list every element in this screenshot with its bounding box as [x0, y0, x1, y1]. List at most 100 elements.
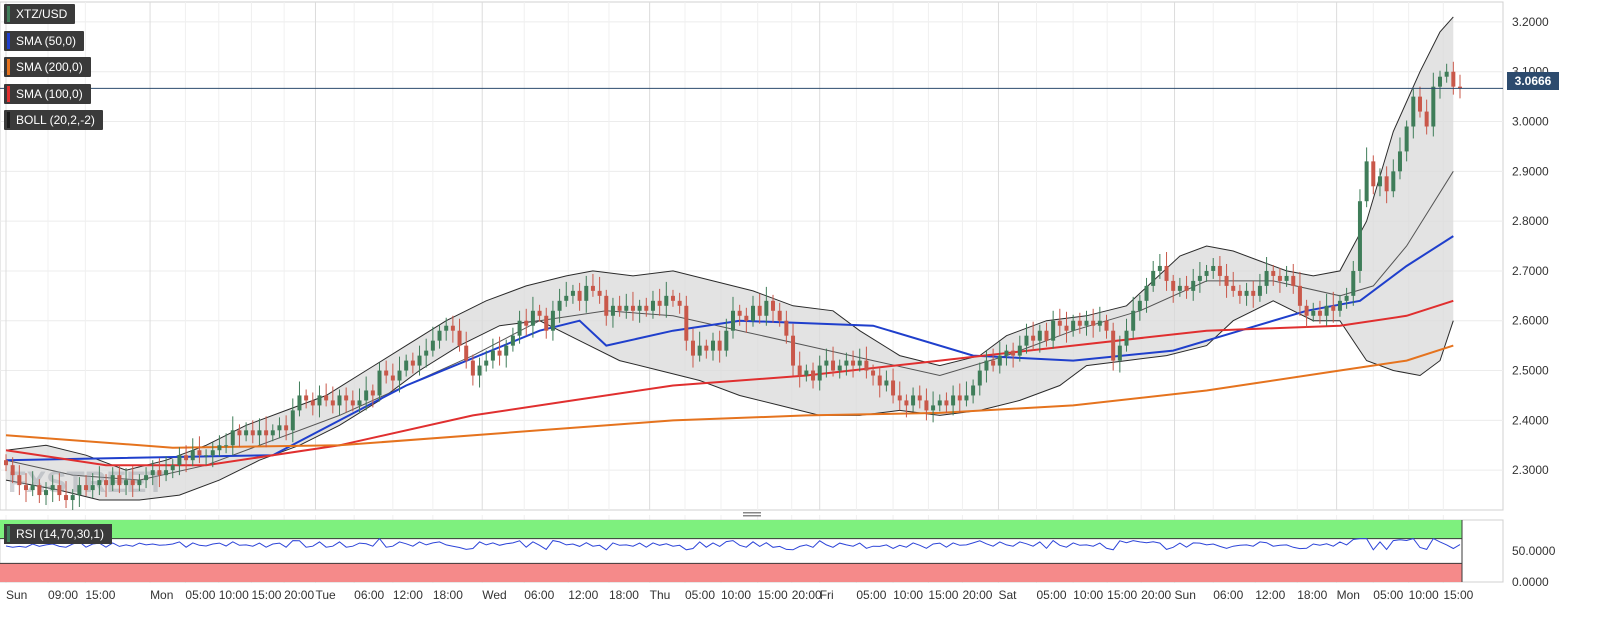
candle	[777, 310, 782, 321]
candle	[991, 360, 996, 366]
candle	[1437, 76, 1442, 87]
candle	[1131, 310, 1136, 331]
candle	[1077, 320, 1082, 326]
x-tick-label: 20:00	[284, 588, 314, 602]
candle	[757, 305, 762, 316]
candle	[557, 300, 562, 311]
candle	[1357, 201, 1362, 271]
candle	[1264, 270, 1269, 286]
legend-item[interactable]: SMA (50,0)	[4, 30, 85, 51]
legend-item[interactable]: SMA (200,0)	[4, 57, 91, 77]
candle	[1004, 350, 1009, 356]
y-tick-label: 2.7000	[1512, 264, 1549, 278]
candle	[710, 340, 715, 351]
y-tick-label: 3.0000	[1512, 115, 1549, 129]
candle	[791, 335, 796, 366]
candle	[724, 330, 729, 351]
candle	[157, 470, 162, 476]
legend-label: SMA (50,0)	[16, 33, 77, 48]
candle	[517, 320, 522, 336]
candle	[257, 430, 262, 436]
x-tick-label: 10:00	[219, 588, 249, 602]
legend-label: SMA (200,0)	[16, 60, 83, 74]
candle	[444, 325, 449, 331]
candle	[1391, 171, 1396, 192]
y-tick-label: 2.4000	[1512, 413, 1549, 427]
rsi-line	[5, 537, 1461, 551]
rsi-tick-50: 50.0000	[1512, 544, 1556, 558]
candle	[610, 305, 615, 316]
candle	[1331, 305, 1336, 311]
candle	[30, 485, 35, 491]
candle	[464, 345, 469, 361]
price-panel	[0, 1, 1504, 511]
sma-200-0-line	[5, 344, 1454, 449]
candle	[824, 360, 829, 366]
x-tick-label: 15:00	[1443, 588, 1473, 602]
candle	[917, 395, 922, 401]
candle	[550, 310, 555, 331]
x-tick-label: 18:00	[609, 588, 639, 602]
legend-item[interactable]: BOLL (20,2,-2)	[4, 110, 103, 130]
candle	[64, 495, 69, 501]
candle	[1451, 71, 1456, 87]
candle	[524, 320, 529, 326]
x-tick-label: 20:00	[792, 588, 822, 602]
candle	[564, 295, 569, 301]
candle	[1157, 265, 1162, 271]
candle	[250, 430, 255, 436]
candle	[877, 375, 882, 386]
candle	[690, 340, 695, 356]
candle	[117, 475, 122, 486]
candle	[1311, 310, 1316, 316]
candle	[277, 425, 282, 431]
legend-swatch	[7, 59, 10, 75]
candle	[971, 385, 976, 396]
candle	[457, 330, 462, 346]
candle	[1017, 345, 1022, 356]
candle	[1377, 176, 1382, 187]
candle	[264, 430, 269, 436]
y-tick-label: 2.8000	[1512, 214, 1549, 228]
candle	[404, 360, 409, 371]
candle	[497, 350, 502, 356]
candle	[297, 395, 302, 411]
x-tick-label: 06:00	[524, 588, 554, 602]
current-price-tag: 3.0666	[1507, 72, 1559, 90]
legend-label: XTZ/USD	[16, 7, 68, 21]
current-price-value: 3.0666	[1514, 74, 1552, 88]
candle	[1057, 320, 1062, 326]
candle	[1284, 275, 1289, 281]
x-tick-label: 20:00	[1141, 588, 1171, 602]
y-tick-label: 2.3000	[1512, 463, 1549, 477]
rsi-legend-item[interactable]: RSI (14,70,30,1)	[4, 524, 113, 544]
candle	[350, 400, 355, 406]
x-tick-label: Thu	[650, 588, 671, 602]
legend-item[interactable]: SMA (100,0)	[4, 83, 91, 104]
candle	[1397, 151, 1402, 172]
candle	[144, 475, 149, 481]
candle	[664, 295, 669, 306]
candle	[924, 400, 929, 411]
legend-item[interactable]: XTZ/USD	[4, 4, 76, 24]
candle	[784, 320, 789, 336]
candle	[1277, 275, 1282, 281]
candle	[110, 475, 115, 486]
x-tick-label: Mon	[1337, 588, 1360, 602]
candle	[317, 395, 322, 406]
candle	[304, 395, 309, 401]
candle	[290, 410, 295, 431]
candle	[270, 430, 275, 436]
candle	[937, 400, 942, 406]
candle	[744, 315, 749, 321]
candle	[10, 465, 15, 476]
x-tick-label: 18:00	[433, 588, 463, 602]
candle	[544, 315, 549, 331]
candle	[1417, 96, 1422, 112]
candle	[364, 390, 369, 401]
candle	[70, 495, 75, 501]
rsi-oversold-zone	[0, 563, 1462, 582]
candle	[1251, 290, 1256, 296]
candle	[330, 400, 335, 406]
